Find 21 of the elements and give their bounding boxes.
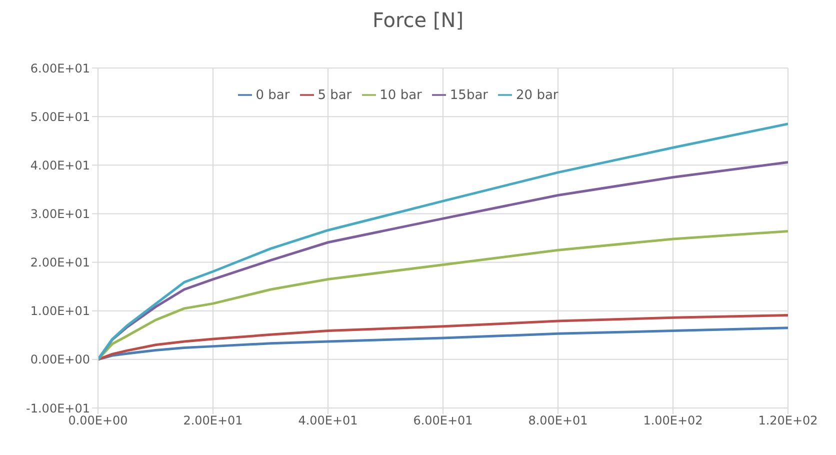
x-tick-label: 8.00E+01 — [528, 414, 588, 428]
y-tick-label: -1.00E+01 — [26, 401, 90, 416]
x-tick-label: 4.00E+01 — [298, 414, 358, 428]
legend-label: 5 bar — [318, 88, 352, 103]
y-tick-label: 4.00E+01 — [30, 158, 90, 172]
y-tick-label: 2.00E+01 — [30, 256, 90, 270]
x-tick-label: 0.00E+00 — [68, 414, 128, 428]
y-tick-label: 5.00E+01 — [30, 110, 90, 124]
legend-label: 15bar — [450, 88, 488, 103]
x-tick-label: 1.20E+02 — [758, 414, 818, 428]
x-tick-label: 1.00E+02 — [643, 414, 703, 428]
x-tick-label: 6.00E+01 — [413, 414, 473, 428]
chart-title: Force [N] — [371, 8, 465, 34]
x-tick-label: 2.00E+01 — [183, 414, 243, 428]
y-tick-label: 0.00E+00 — [30, 352, 90, 367]
y-tick-label: 3.00E+01 — [30, 206, 90, 221]
y-tick-label: 1.00E+01 — [30, 304, 90, 318]
legend-label: 10 bar — [380, 88, 422, 103]
legend-label: 0 bar — [256, 88, 290, 103]
legend-label: 20 bar — [516, 88, 558, 103]
y-tick-label: 6.00E+01 — [30, 61, 90, 76]
